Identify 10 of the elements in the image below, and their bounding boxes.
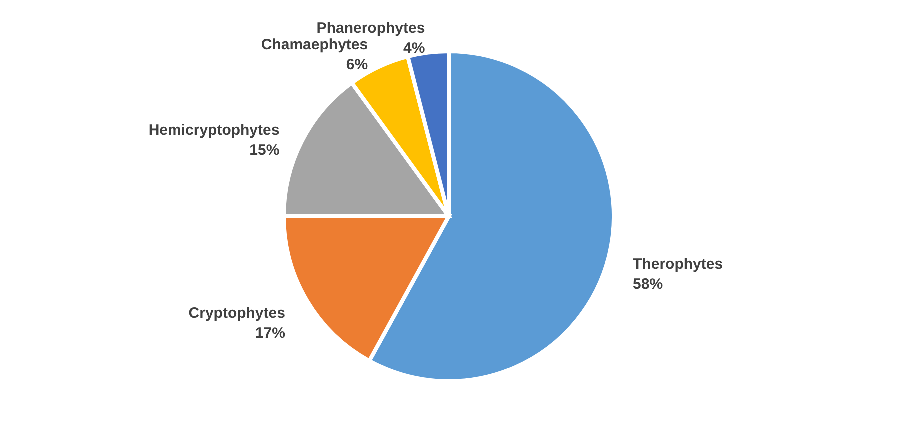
slice-label: Hemicryptophytes	[148, 122, 280, 140]
data-label: 4%	[404, 40, 426, 57]
data-label: 17%	[255, 325, 286, 342]
slice-label: Cryptophytes	[188, 305, 286, 322]
slice-label: Chamaephytes	[261, 36, 368, 54]
slice-label: Phanerophytes	[316, 20, 426, 37]
data-label: 6%	[346, 56, 368, 74]
data-label: 58%	[633, 276, 664, 293]
data-label: 15%	[250, 142, 280, 160]
slice-label: Therophytes	[633, 256, 724, 273]
